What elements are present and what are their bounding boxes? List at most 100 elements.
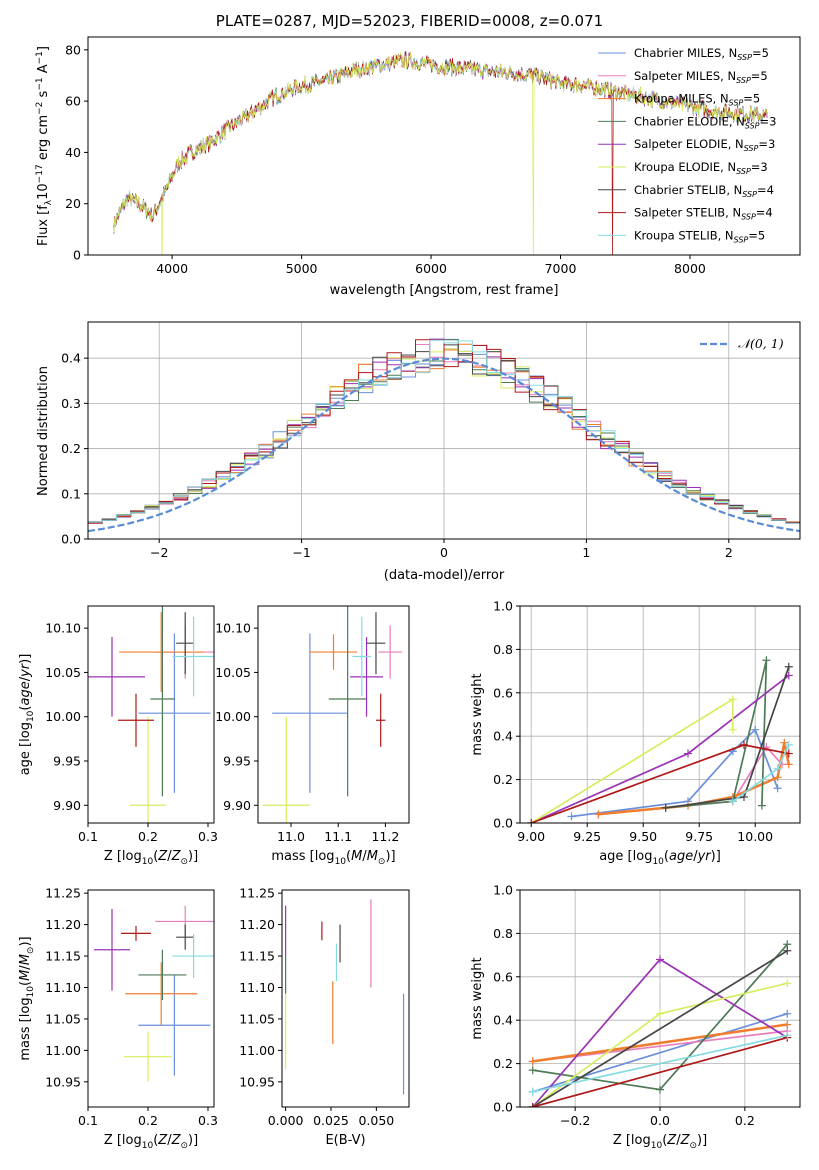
weight-marker — [784, 760, 793, 769]
x-tick-label: 6000 — [415, 261, 447, 276]
x-tick-label: 0.2 — [735, 1113, 755, 1128]
x-axis-label: Z [log10(Z/Z⊙)] — [613, 1133, 707, 1151]
legend-label: Salpeter STELIB, NSSP=4 — [634, 206, 773, 222]
plot-age-vs-mass: 11.0 11.1 11.2 9.90 9.95 10.00 10.05 10.10 mass … — [215, 605, 410, 867]
y-tick-label: 11.00 — [45, 1043, 81, 1058]
legend-label: Kroupa MILES, NSSP=5 — [634, 92, 760, 108]
weight-marker — [728, 695, 737, 704]
x-tick-label: 11.0 — [277, 829, 305, 844]
x-axis-label: mass [log10(M/M⊙)] — [271, 849, 395, 867]
legend-label: Kroupa STELIB, NSSP=5 — [634, 228, 765, 244]
y-tick-label: 80 — [65, 42, 81, 57]
plot-area-age-vs-z — [88, 606, 214, 823]
x-tick-label: −1 — [292, 545, 310, 560]
legend-label: Salpeter ELODIE, NSSP=3 — [634, 137, 775, 153]
y-tick-label: 20 — [65, 196, 81, 211]
plot-mass-weight-vs-age: 9.00 9.25 9.50 9.75 10.00 0.0 0.2 0.4 0.6 0.8 1.0 a… — [470, 599, 801, 867]
plot-area-mass-weight-vs-z — [528, 940, 792, 1107]
y-tick-label: 10.10 — [45, 621, 81, 636]
x-tick-label: 7000 — [545, 261, 577, 276]
weight-marker — [784, 662, 793, 671]
y-tick-label: 1.0 — [493, 599, 513, 614]
y-tick-label: 10.05 — [45, 665, 81, 680]
x-axis-label: age [log10(age/yr)] — [599, 849, 721, 867]
y-axis-label: mass [log10(M/M⊙)] — [18, 936, 36, 1060]
weight-line-6 — [532, 950, 788, 1107]
y-tick-label: 40 — [65, 145, 81, 160]
x-tick-label: 0.3 — [198, 829, 218, 844]
x-tick-label: 0 — [440, 545, 448, 560]
plot-spectrum: 4000 5000 6000 7000 8000 0 20 40 60 80 Chabrier MI… — [35, 36, 801, 298]
weight-marker — [656, 955, 664, 964]
y-tick-label: 0.4 — [61, 351, 81, 366]
weight-marker — [784, 749, 793, 758]
y-tick-label: 0.4 — [493, 1013, 513, 1028]
weight-marker — [773, 784, 782, 793]
y-tick-label: 9.95 — [53, 754, 81, 769]
plot-area-mass-weight-vs-age — [527, 656, 793, 823]
x-tick-label: 4000 — [156, 261, 188, 276]
weight-marker — [528, 1057, 537, 1066]
weight-marker — [751, 725, 760, 734]
y-tick-label: 0.6 — [493, 685, 513, 700]
y-tick-label: 11.25 — [45, 886, 81, 901]
x-tick-label: 8000 — [674, 261, 706, 276]
legend-label: Kroupa ELODIE, NSSP=3 — [634, 160, 768, 176]
x-tick-label: 0.0 — [650, 1113, 670, 1128]
y-tick-label: 11.15 — [45, 949, 81, 964]
weight-line-2 — [532, 1023, 788, 1063]
y-tick-label: 10.00 — [215, 709, 251, 724]
weight-marker — [728, 725, 737, 734]
x-tick-label: 9.75 — [685, 829, 713, 844]
x-tick-label: 0.2 — [138, 829, 158, 844]
axes-frame — [87, 36, 801, 256]
x-tick-label: 0.1 — [78, 1113, 98, 1128]
histogram-series-8 — [88, 339, 800, 526]
weight-marker — [783, 979, 792, 988]
weight-marker — [773, 773, 782, 782]
weight-marker — [656, 1009, 664, 1018]
y-tick-label: 10.95 — [45, 1074, 81, 1089]
plot-mass-vs-ebv: 0.000 0.025 0.050 10.95 11.00 11.05 11.10 11.15… — [239, 886, 410, 1148]
y-tick-label: 0.6 — [493, 969, 513, 984]
y-tick-label: 0.1 — [61, 486, 81, 501]
x-tick-label: 0.1 — [78, 829, 98, 844]
y-tick-label: 11.20 — [239, 917, 275, 932]
x-axis-label: Z [log10(Z/Z⊙)] — [104, 1133, 198, 1151]
x-tick-label: 0.050 — [358, 1113, 394, 1128]
x-tick-label: 9.50 — [629, 829, 657, 844]
spectrum-line-5 — [113, 51, 768, 255]
axes-frame — [257, 605, 410, 824]
weight-marker — [661, 803, 670, 812]
x-tick-label: 11.2 — [371, 829, 399, 844]
x-tick-label: 9.00 — [517, 829, 545, 844]
x-axis-label: E(B-V) — [325, 1133, 365, 1148]
weight-marker — [594, 810, 603, 819]
y-tick-label: 9.90 — [53, 798, 81, 813]
y-tick-label: 1.0 — [493, 883, 513, 898]
y-tick-label: 0 — [73, 248, 81, 263]
weight-marker — [528, 1087, 537, 1096]
plot-area-age-vs-mass — [262, 606, 402, 823]
x-tick-label: −2 — [150, 545, 168, 560]
y-tick-label: 0.2 — [493, 1056, 513, 1071]
y-tick-label: 0.8 — [493, 642, 513, 657]
legend-label: 𝒩(0, 1) — [738, 336, 784, 351]
axes-frame — [87, 605, 215, 824]
weight-marker — [762, 656, 771, 665]
y-axis-label: mass weight — [470, 957, 485, 1039]
x-axis-label: (data-model)/error — [384, 568, 505, 583]
weight-line-3 — [665, 660, 768, 809]
y-tick-label: 11.20 — [45, 917, 81, 932]
weight-marker — [567, 812, 576, 821]
y-tick-label: 0.3 — [61, 396, 81, 411]
x-tick-label: −0.2 — [560, 1113, 590, 1128]
y-tick-label: 9.90 — [223, 798, 251, 813]
legend-label: Chabrier STELIB, NSSP=4 — [634, 183, 774, 199]
plot-mass-weight-vs-z: −0.2 0.0 0.2 0.0 0.2 0.4 0.6 0.8 1.0 Z [log10(Z/Z… — [470, 883, 801, 1151]
y-axis-label: Normed distribution — [36, 366, 51, 496]
plot-mass-vs-z: 0.1 0.2 0.3 10.95 11.00 11.05 11.10 11.15 11.20 1… — [18, 886, 218, 1151]
weight-marker — [528, 1103, 537, 1107]
y-tick-label: 11.10 — [45, 980, 81, 995]
